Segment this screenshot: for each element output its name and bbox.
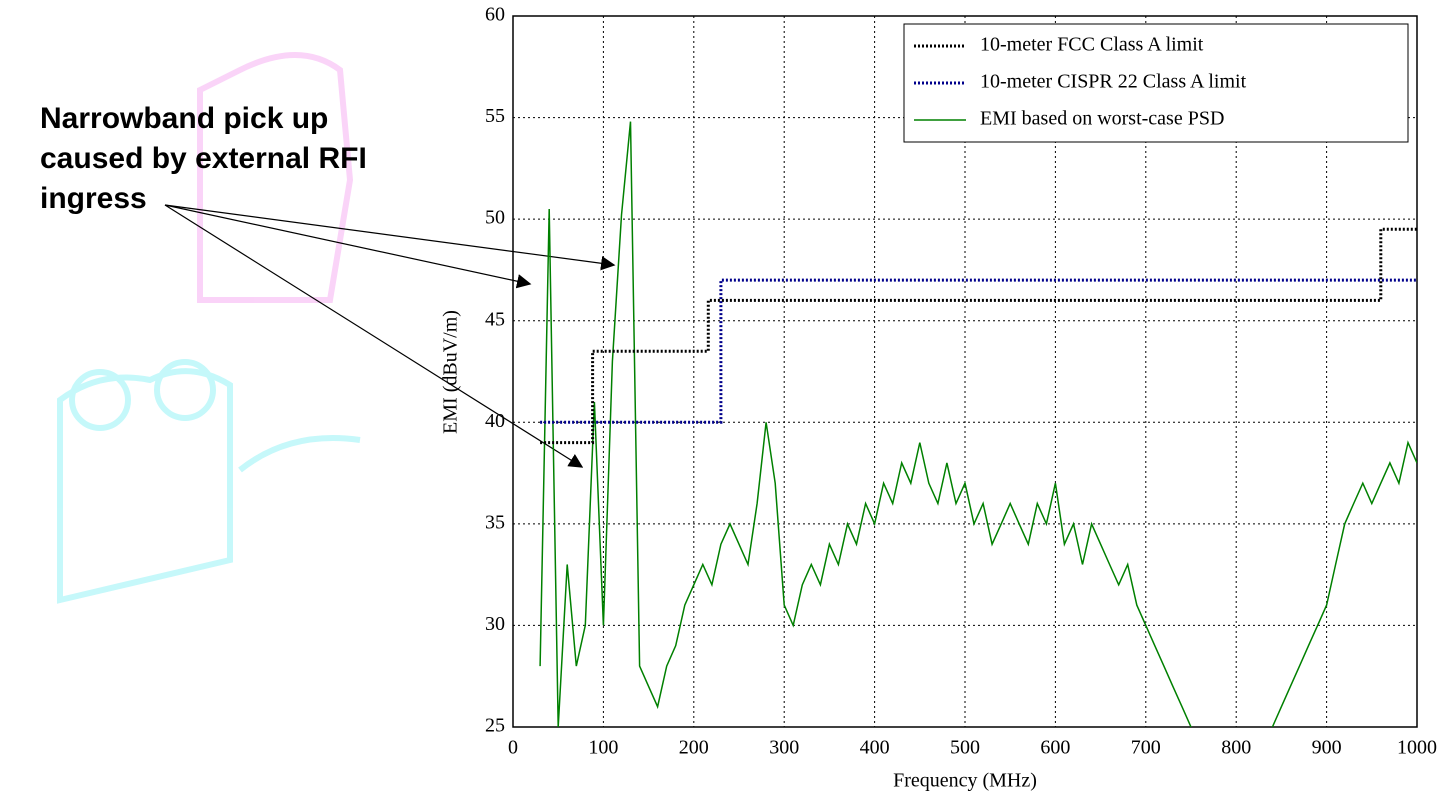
x-tick-label: 700 <box>1131 737 1161 759</box>
x-tick-label: 400 <box>860 737 890 759</box>
legend-label: EMI based on worst-case PSD <box>980 108 1224 130</box>
annotation-line: caused by external RFI <box>40 142 367 175</box>
x-tick-label: 1000 <box>1397 737 1437 759</box>
y-tick-label: 55 <box>485 105 505 127</box>
legend-label: 10-meter CISPR 22 Class A limit <box>980 71 1247 93</box>
y-tick-label: 40 <box>485 410 505 432</box>
clipart-decoration <box>57 52 361 604</box>
series-line <box>539 121 1417 727</box>
x-axis-label: Frequency (MHz) <box>893 770 1037 792</box>
x-tick-label: 0 <box>508 737 518 759</box>
legend-box <box>903 23 1409 143</box>
y-tick-label: 30 <box>485 613 505 635</box>
y-tick-label: 35 <box>485 511 505 533</box>
series-line <box>540 227 1417 445</box>
legend-label: 10-meter FCC Class A limit <box>980 34 1204 56</box>
annotation-line: Narrowband pick up <box>40 102 328 135</box>
y-tick-label: 25 <box>485 715 505 737</box>
annotation-arrows <box>164 204 616 468</box>
x-tick-label: 600 <box>1040 737 1070 759</box>
y-tick-label: 50 <box>485 207 505 229</box>
y-axis-label: EMI (dBuV/m) <box>440 310 462 434</box>
x-tick-label: 300 <box>769 737 799 759</box>
plot-area <box>539 121 1417 727</box>
y-tick-label: 45 <box>485 308 505 330</box>
annotation-line: ingress <box>40 182 147 215</box>
x-tick-label: 900 <box>1312 737 1342 759</box>
x-tick-label: 500 <box>950 737 980 759</box>
y-tick-label: 60 <box>485 4 505 26</box>
x-tick-label: 200 <box>679 737 709 759</box>
x-tick-label: 100 <box>588 737 618 759</box>
x-tick-label: 800 <box>1221 737 1251 759</box>
